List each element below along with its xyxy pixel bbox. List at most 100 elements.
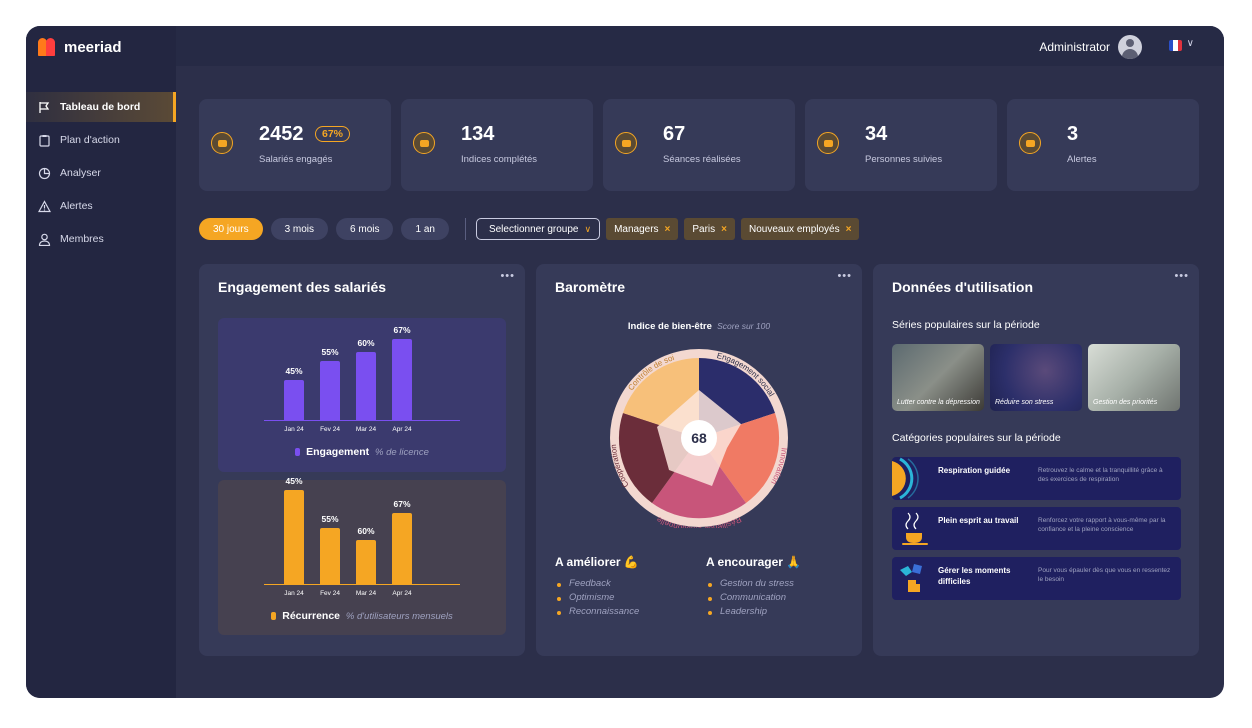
bar-value-label: 45% xyxy=(285,475,303,486)
chart-baseline xyxy=(264,420,460,421)
bar-value-label: 60% xyxy=(357,526,375,536)
engagement-chart: 45% Jan 24 55% Fev 24 60% Mar 24 67% Apr 24 Eng… xyxy=(218,318,506,472)
coffee-cup-icon xyxy=(902,512,928,545)
stat-card-alertes: 3 Alertes xyxy=(1007,99,1199,191)
category-desc: Retrouvez le calme et la tranquillité gr… xyxy=(1038,467,1163,483)
top-header: Administrator ∨ xyxy=(176,26,1224,66)
legend-label: Engagement xyxy=(306,446,370,458)
list-item: Feedback xyxy=(557,578,639,592)
list-item: Reconnaissance xyxy=(557,606,639,620)
group-select[interactable]: Selectionner groupe ∨ xyxy=(475,218,601,240)
category-name: Plein esprit au travail xyxy=(938,516,1019,525)
chart-legend: Récurrence % d'utilisateurs mensuels xyxy=(218,610,506,622)
bar-value-label: 60% xyxy=(357,337,375,348)
stat-label: Alertes xyxy=(1067,154,1097,165)
meeriad-logo-icon xyxy=(38,38,58,56)
period-30-jours[interactable]: 30 jours xyxy=(199,218,263,240)
list-item: Communication xyxy=(708,592,794,606)
sidebar-item-tableau-de-bord[interactable]: Tableau de bord xyxy=(26,92,176,122)
close-icon[interactable]: × xyxy=(721,223,728,235)
list-item: Leadership xyxy=(708,606,794,620)
sidebar-item-analyser[interactable]: Analyser xyxy=(26,158,176,188)
chart-baseline xyxy=(264,584,460,585)
app-window: meeriad Tableau de bord Plan d'action An… xyxy=(26,26,1224,698)
category-name: Respiration guidée xyxy=(938,466,1011,475)
stat-badge: 67% xyxy=(315,126,351,142)
chart-bar xyxy=(356,351,376,420)
group-select-label: Selectionner groupe xyxy=(488,223,579,235)
period-6-mois[interactable]: 6 mois xyxy=(336,218,394,240)
recurrence-chart: 45% Jan 24 55% Fev 24 60% Mar 24 67% Apr 24 Réc… xyxy=(218,476,506,635)
bar-category-label: Apr 24 xyxy=(392,590,412,597)
filter-tag-managers: Managers × xyxy=(606,218,679,240)
user-name: Administrator xyxy=(1039,40,1110,54)
period-1-an[interactable]: 1 an xyxy=(401,218,449,240)
series-label: Lutter contre la dépression xyxy=(897,399,980,406)
chart-bar xyxy=(392,512,412,584)
sidebar: meeriad Tableau de bord Plan d'action An… xyxy=(26,26,176,698)
tag-label: Nouveaux employés xyxy=(749,223,840,235)
sidebar-nav: Tableau de bord Plan d'action Analyser A… xyxy=(26,92,176,257)
bar-value-label: 67% xyxy=(393,498,411,509)
stat-card-personnes-suivies: 34 Personnes suivies xyxy=(805,99,997,191)
encourage-title: A encourager 🙏 xyxy=(706,555,802,569)
france-flag-icon[interactable] xyxy=(1169,40,1182,51)
category-card-respiration[interactable]: Respiration guidée Retrouvez le calme et… xyxy=(892,457,1181,500)
bar-category-label: Jan 24 xyxy=(284,426,304,433)
more-options-icon[interactable]: ••• xyxy=(837,270,852,282)
close-icon[interactable]: × xyxy=(664,223,671,235)
book-icon xyxy=(615,132,637,154)
more-options-icon[interactable]: ••• xyxy=(500,270,515,282)
list-item: Optimisme xyxy=(557,592,639,606)
period-3-mois[interactable]: 3 mois xyxy=(270,218,329,240)
sidebar-item-membres[interactable]: Membres xyxy=(26,224,176,254)
series-card-depression[interactable]: Lutter contre la dépression xyxy=(892,344,984,411)
sidebar-item-label: Tableau de bord xyxy=(60,101,141,113)
sidebar-item-alertes[interactable]: Alertes xyxy=(26,191,176,221)
chart-bar xyxy=(392,338,412,420)
more-options-icon[interactable]: ••• xyxy=(1174,270,1189,282)
series-label: Réduire son stress xyxy=(995,399,1054,406)
engagement-panel: Engagement des salariés ••• 45% Jan 24 55%… xyxy=(199,264,525,656)
brand-name: meeriad xyxy=(64,38,122,56)
warning-icon xyxy=(1019,132,1041,154)
bar-category-label: Apr 24 xyxy=(392,426,412,433)
stat-card-salaries-engages: 2452 67% Salariés engagés xyxy=(199,99,391,191)
series-card-stress[interactable]: Réduire son stress xyxy=(990,344,1082,411)
bar-value-label: 67% xyxy=(393,324,411,335)
chart-bar xyxy=(356,540,376,584)
stat-label: Salariés engagés xyxy=(259,154,333,165)
bar-category-label: Fev 24 xyxy=(320,590,340,597)
sidebar-item-label: Analyser xyxy=(60,167,101,179)
filter-tag-paris: Paris × xyxy=(684,218,736,240)
category-card-plein-esprit[interactable]: Plein esprit au travail Renforcez votre … xyxy=(892,507,1181,550)
categories-title: Catégories populaires sur la période xyxy=(892,432,1061,444)
close-icon[interactable]: × xyxy=(845,223,852,235)
flag-icon xyxy=(39,101,50,113)
sidebar-item-label: Alertes xyxy=(60,200,93,212)
category-card-moments-difficiles[interactable]: Gérer les moments difficiles Pour vous é… xyxy=(892,557,1181,600)
gauge-icon xyxy=(413,132,435,154)
chat-icon xyxy=(817,132,839,154)
chevron-down-icon[interactable]: ∨ xyxy=(1186,38,1194,49)
legend-swatch xyxy=(295,448,301,457)
sidebar-item-plan-action[interactable]: Plan d'action xyxy=(26,125,176,155)
sidebar-item-label: Membres xyxy=(60,233,104,245)
stat-card-seances-realisees: 67 Séances réalisées xyxy=(603,99,795,191)
bar-value-label: 55% xyxy=(321,514,339,524)
wellbeing-radial-chart: 68 Engagement social Innovation Résilien… xyxy=(609,349,789,528)
category-desc: Pour vous épauler dès que vous en ressen… xyxy=(1038,567,1171,583)
puzzle-icon xyxy=(900,564,922,592)
clipboard-icon xyxy=(39,134,50,147)
avatar-icon[interactable] xyxy=(1118,35,1142,59)
panel-title: Engagement des salariés xyxy=(218,279,387,295)
user-menu[interactable]: Administrator xyxy=(1039,35,1142,59)
stat-value: 67 xyxy=(663,123,686,145)
tag-label: Paris xyxy=(692,223,716,235)
brand-logo[interactable]: meeriad xyxy=(38,36,122,58)
user-icon xyxy=(38,233,51,246)
sidebar-item-label: Plan d'action xyxy=(60,134,120,146)
series-card-priorites[interactable]: Gestion des priorités xyxy=(1088,344,1180,411)
panel-title: Données d'utilisation xyxy=(892,279,1034,295)
bar-category-label: Mar 24 xyxy=(355,590,377,597)
